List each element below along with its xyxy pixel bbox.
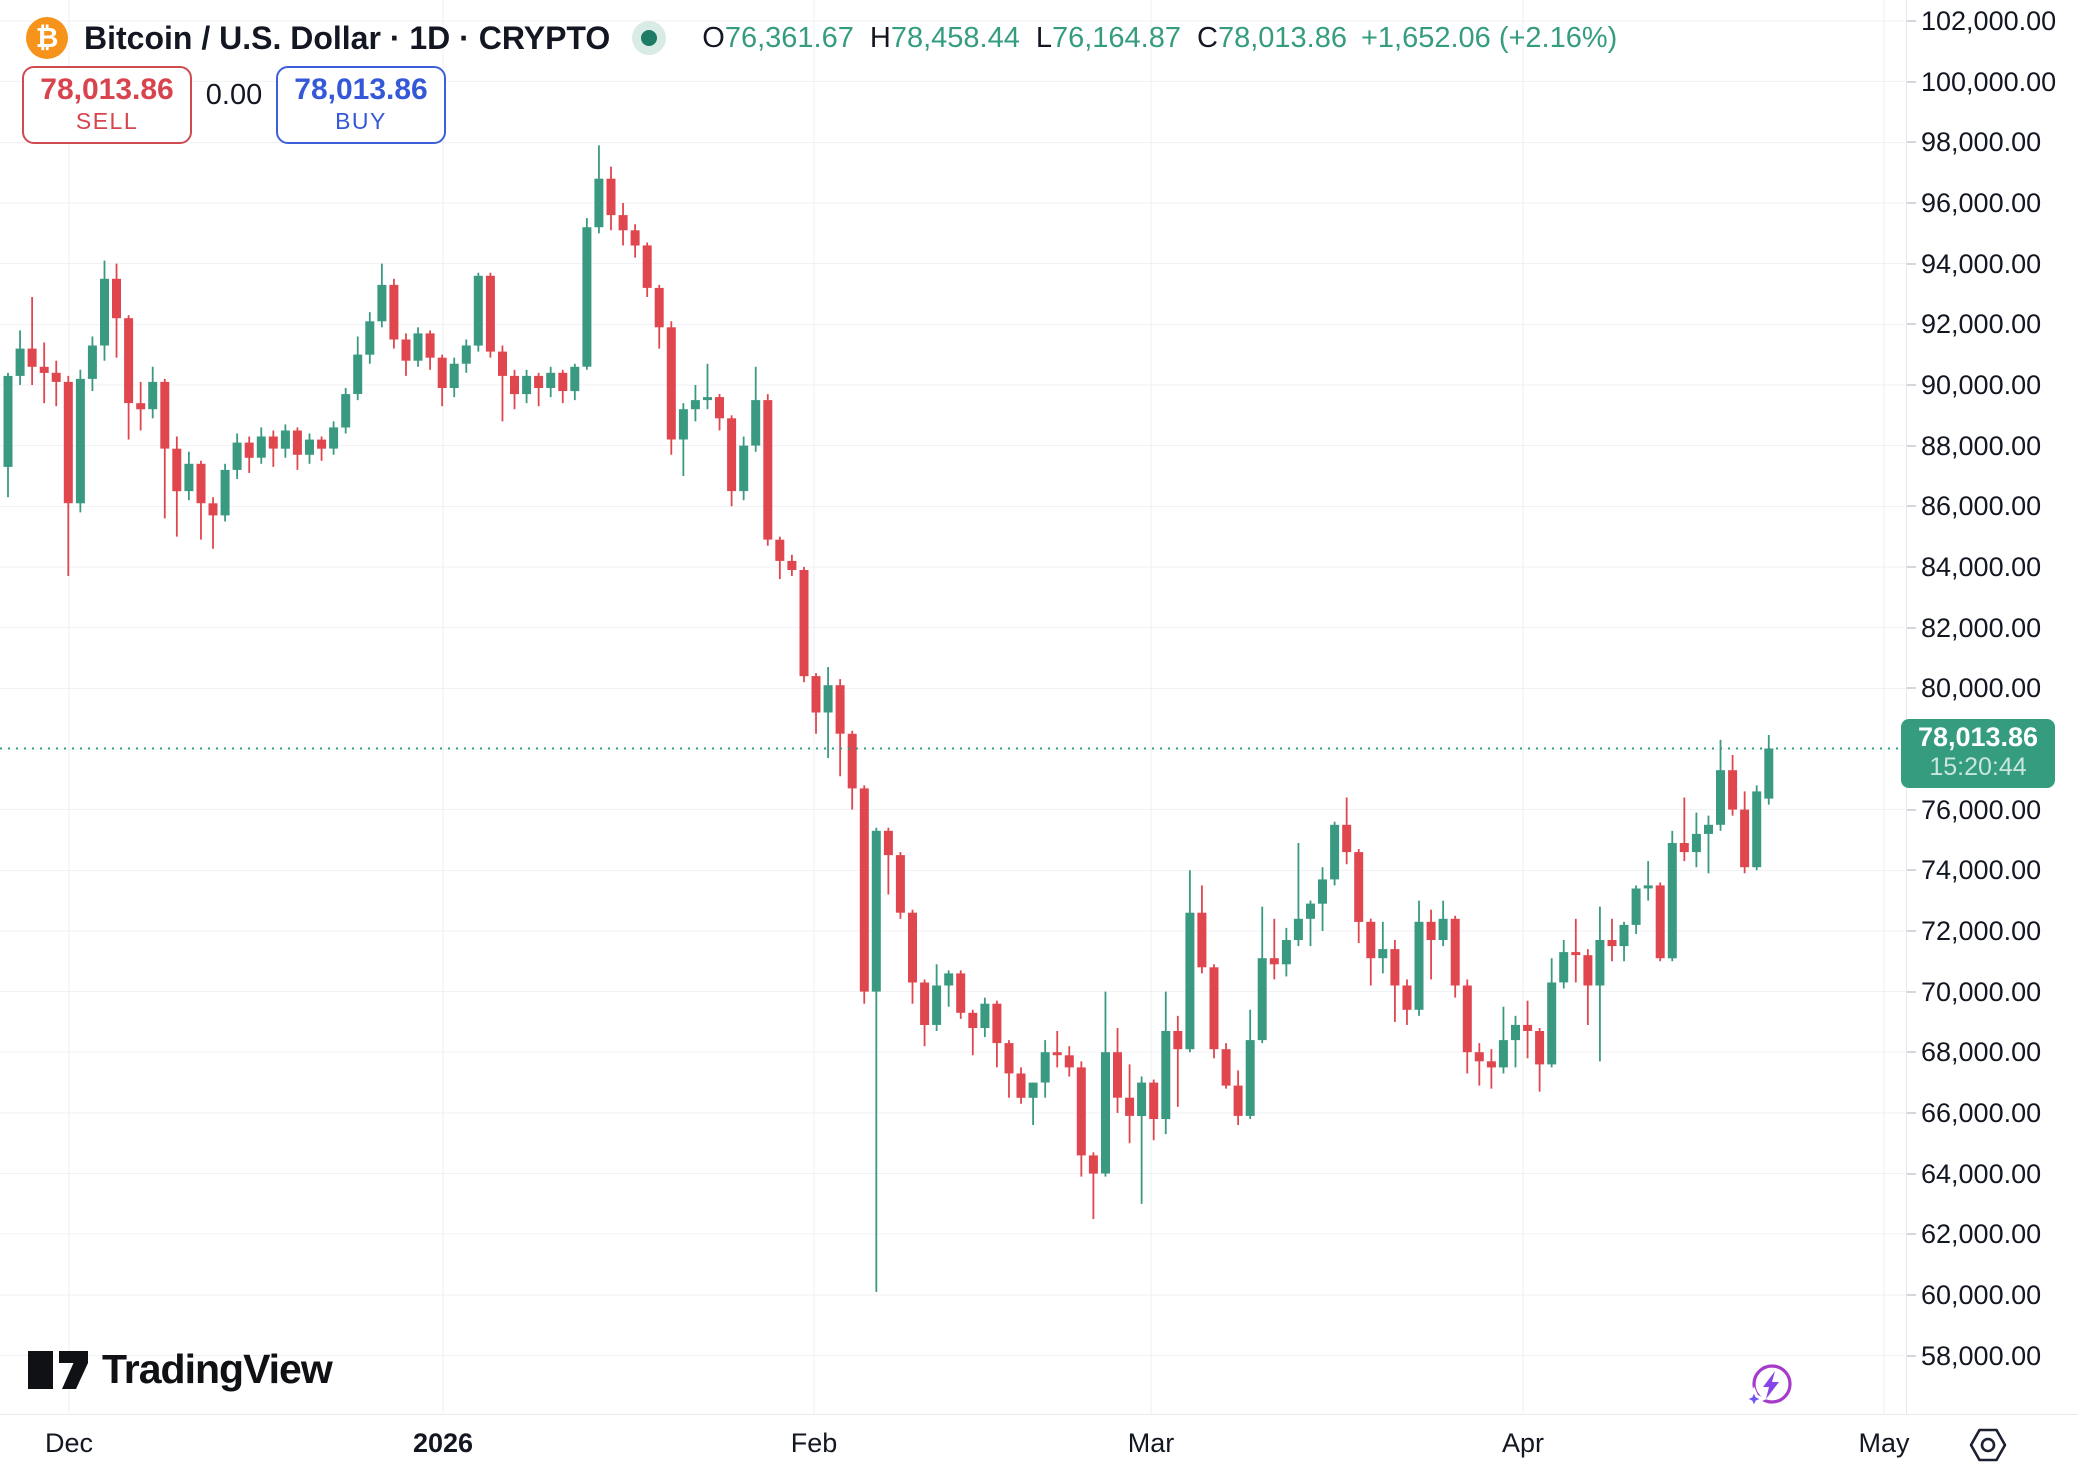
candlestick-chart[interactable] bbox=[0, 0, 1906, 1414]
price-axis-tick bbox=[1907, 444, 1916, 447]
time-axis-label: May bbox=[1858, 1428, 1910, 1458]
open-value: 76,361.67 bbox=[724, 21, 854, 54]
price-axis-tick bbox=[1907, 80, 1916, 83]
price-axis-label: 60,000.00 bbox=[1921, 1279, 2042, 1310]
price-axis-tick bbox=[1907, 201, 1916, 204]
price-axis-label: 86,000.00 bbox=[1921, 491, 2042, 522]
price-axis-tick bbox=[1907, 808, 1916, 811]
price-axis-tick bbox=[1907, 1111, 1916, 1114]
tradingview-logo[interactable]: TradingView bbox=[26, 1346, 333, 1393]
time-axis-label: Apr bbox=[1501, 1428, 1545, 1458]
price-axis-tick bbox=[1907, 869, 1916, 872]
time-axis-label: Mar bbox=[1127, 1428, 1175, 1458]
current-price-value: 78,013.86 bbox=[1917, 721, 2039, 752]
price-axis-tick bbox=[1907, 323, 1916, 326]
price-axis-tick bbox=[1907, 262, 1916, 265]
price-axis-label: 88,000.00 bbox=[1921, 430, 2042, 461]
price-axis-label: 58,000.00 bbox=[1921, 1340, 2042, 1371]
lightning-icon[interactable] bbox=[1741, 1360, 1798, 1421]
time-axis[interactable]: Dec 2026 Feb Mar Apr May bbox=[0, 1414, 2078, 1474]
price-axis-label: 84,000.00 bbox=[1921, 551, 2042, 582]
close-value: 78,013.86 bbox=[1217, 21, 1347, 54]
market-status-core bbox=[641, 30, 658, 46]
trade-panel: 78,013.86 SELL 0.00 78,013.86 BUY bbox=[22, 66, 446, 144]
price-axis-label: 80,000.00 bbox=[1921, 673, 2042, 704]
price-axis-label: 76,000.00 bbox=[1921, 794, 2042, 825]
price-axis-tick bbox=[1907, 141, 1916, 144]
buy-button[interactable]: 78,013.86 BUY bbox=[276, 66, 446, 144]
bitcoin-icon: ₿ bbox=[26, 17, 68, 59]
price-axis-label: 74,000.00 bbox=[1921, 855, 2042, 886]
current-price-label: 78,013.86 15:20:44 bbox=[1901, 718, 2055, 788]
current-price-countdown: 15:20:44 bbox=[1929, 752, 2027, 781]
high-value: 78,458.44 bbox=[890, 21, 1020, 54]
buy-price: 78,013.86 bbox=[294, 73, 428, 106]
price-axis-label: 96,000.00 bbox=[1921, 187, 2042, 218]
price-axis-tick bbox=[1907, 1051, 1916, 1054]
price-axis-tick bbox=[1907, 383, 1916, 386]
high-label: H bbox=[869, 21, 891, 54]
price-axis-label: 98,000.00 bbox=[1921, 127, 2042, 158]
time-axis-label: Dec bbox=[44, 1428, 94, 1458]
ohlc-values: O76,361.67 H78,458.44 L76,164.87 C78,013… bbox=[686, 22, 1617, 55]
price-axis-label: 66,000.00 bbox=[1921, 1097, 2042, 1128]
buy-label: BUY bbox=[335, 108, 387, 134]
time-axis-label: 2026 bbox=[412, 1428, 474, 1458]
gear-icon[interactable] bbox=[1968, 1426, 2008, 1469]
price-axis-tick bbox=[1907, 565, 1916, 568]
price-axis-tick bbox=[1907, 1293, 1916, 1296]
market-status-icon[interactable] bbox=[632, 21, 667, 55]
price-axis-label: 94,000.00 bbox=[1921, 248, 2042, 279]
time-axis-label: Feb bbox=[790, 1428, 838, 1458]
sell-button[interactable]: 78,013.86 SELL bbox=[22, 66, 192, 144]
price-axis[interactable]: 78,013.86 15:20:44 102,000.00 100,000.00 9… bbox=[1901, 0, 2078, 1414]
price-axis-tick bbox=[1907, 687, 1916, 690]
sell-label: SELL bbox=[75, 108, 139, 134]
price-axis-tick bbox=[1907, 626, 1916, 629]
price-axis-label: 68,000.00 bbox=[1921, 1037, 2042, 1068]
price-axis-label: 70,000.00 bbox=[1921, 976, 2042, 1007]
price-axis-tick bbox=[1907, 1172, 1916, 1175]
price-axis-tick bbox=[1907, 1354, 1916, 1357]
tradingview-logo-text: TradingView bbox=[102, 1346, 333, 1392]
symbol-header: ₿ Bitcoin / U.S. Dollar · 1D · CRYPTO O7… bbox=[26, 17, 1617, 59]
price-axis-tick bbox=[1907, 505, 1916, 508]
price-axis-tick bbox=[1907, 20, 1916, 22]
close-label: C bbox=[1196, 21, 1218, 54]
price-axis-tick bbox=[1907, 929, 1916, 932]
price-axis-label: 62,000.00 bbox=[1921, 1219, 2042, 1250]
price-axis-label: 64,000.00 bbox=[1921, 1158, 2042, 1189]
spread-value: 0.00 bbox=[205, 79, 263, 111]
price-axis-label: 92,000.00 bbox=[1921, 309, 2042, 340]
tradingview-logo-mark bbox=[28, 1350, 88, 1389]
price-axis-label: 100,000.00 bbox=[1921, 66, 2057, 97]
sell-price: 78,013.86 bbox=[40, 73, 174, 106]
open-label: O bbox=[702, 21, 725, 54]
price-axis-tick bbox=[1907, 990, 1916, 993]
price-axis-label: 102,000.00 bbox=[1921, 6, 2057, 36]
price-axis-tick bbox=[1907, 1233, 1916, 1236]
symbol-title[interactable]: Bitcoin / U.S. Dollar · 1D · CRYPTO bbox=[84, 19, 611, 56]
price-axis-label: 82,000.00 bbox=[1921, 612, 2042, 643]
low-label: L bbox=[1035, 21, 1052, 54]
price-axis-label: 72,000.00 bbox=[1921, 915, 2042, 946]
low-value: 76,164.87 bbox=[1051, 21, 1181, 54]
change-value: +1,652.06 (+2.16%) bbox=[1360, 21, 1618, 54]
price-axis-label: 90,000.00 bbox=[1921, 369, 2042, 400]
